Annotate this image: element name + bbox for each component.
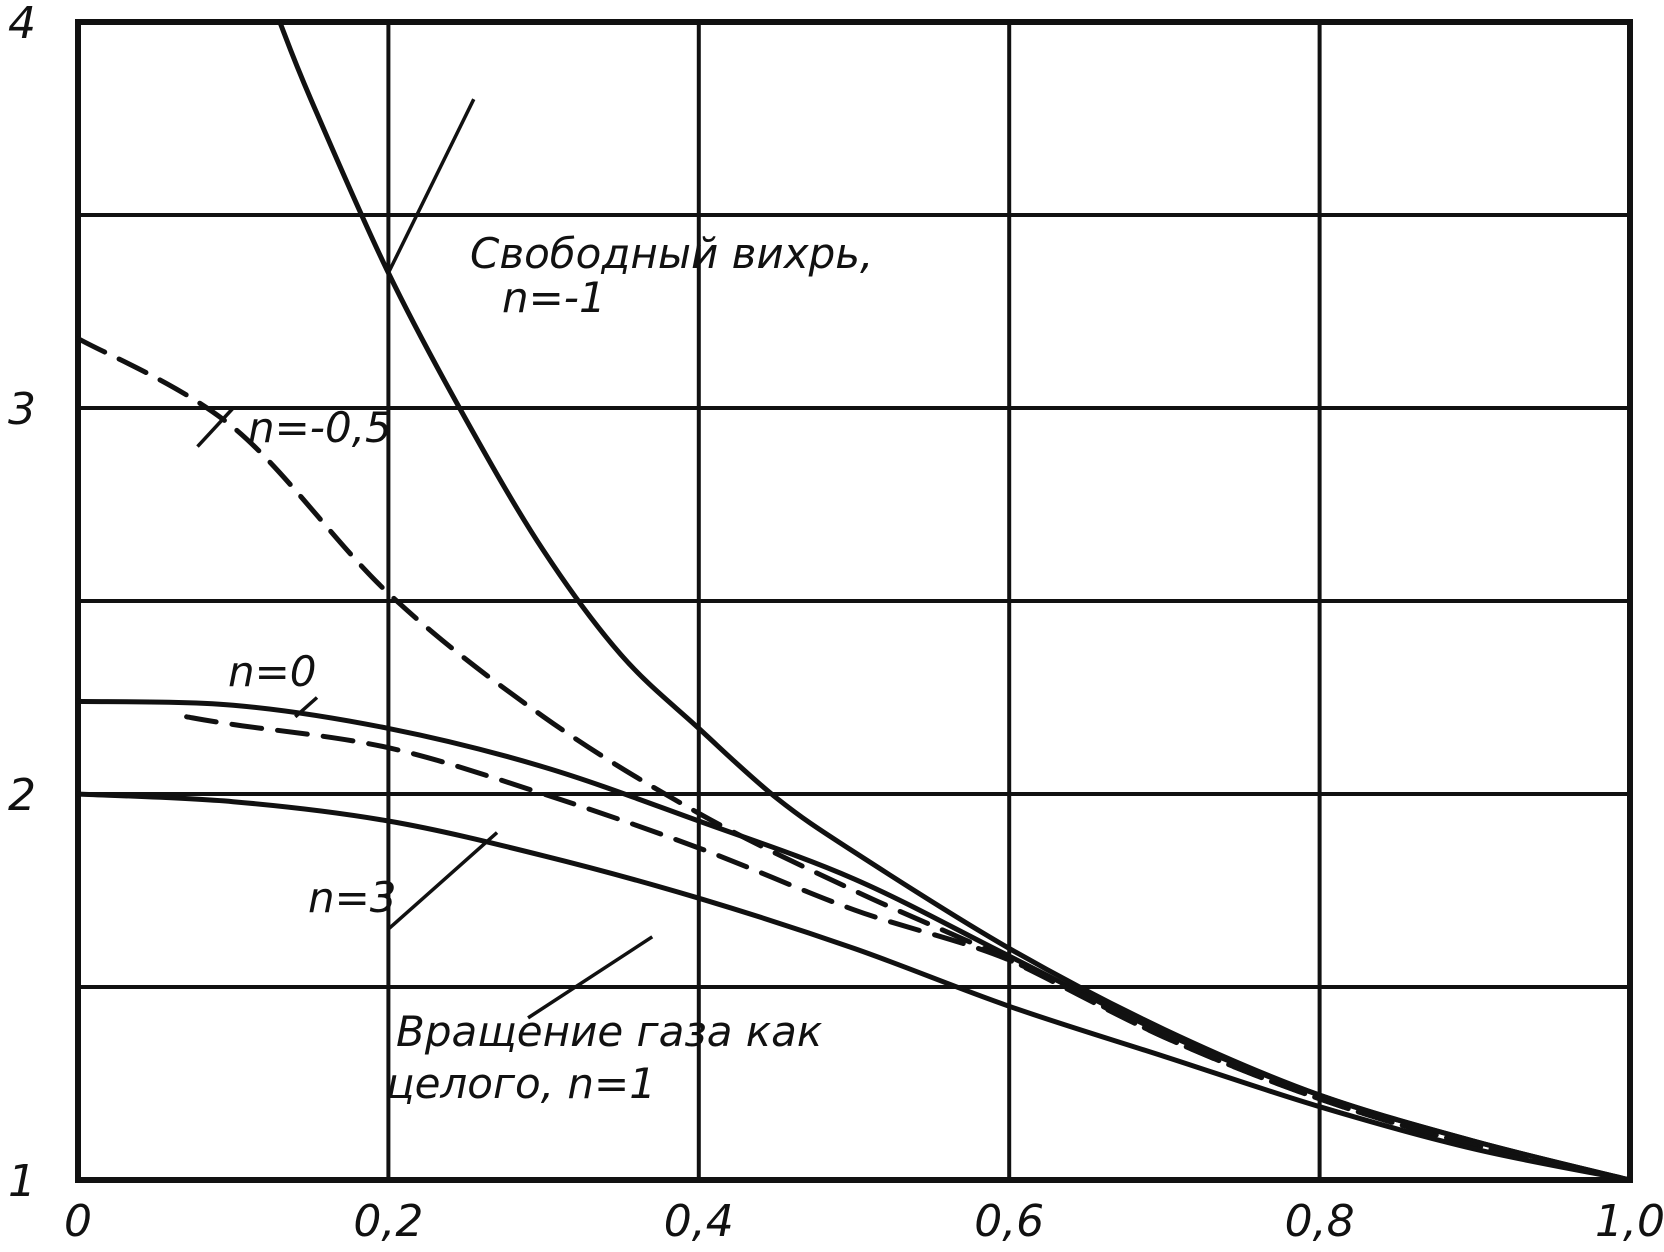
y-tick-label: 3 <box>8 384 36 435</box>
n-minus-half-leader <box>196 406 235 448</box>
x-tick-label: 0,2 <box>353 1196 423 1247</box>
y-tick-label: 4 <box>8 0 36 49</box>
plot-frame <box>75 19 1633 1183</box>
n-three-curve <box>184 714 1633 1183</box>
n-three-label: n=3 <box>308 873 397 922</box>
tick-labels: 0 0,2 0,4 0,6 0,8 1,0 1 2 3 4 <box>8 0 1664 1247</box>
n-minus-half-label: n=-0,5 <box>248 403 392 452</box>
x-tick-label: 1,0 <box>1595 1196 1664 1247</box>
n-zero-label: n=0 <box>228 647 317 696</box>
n-zero-leader <box>294 696 319 719</box>
free-vortex-label-line1: Свободный вихрь, <box>470 229 873 278</box>
x-tick-label: 0,6 <box>974 1196 1044 1247</box>
solid-rotation-label-line2: целого, n=1 <box>386 1059 656 1108</box>
x-tick-label: 0,4 <box>664 1196 734 1247</box>
solid-rotation-leader <box>527 935 654 1020</box>
solid-rotation-curve <box>75 791 1633 1183</box>
annotations: Свободный вихрь, n=-1 n=-0,5 n=0 n=3 Вра… <box>228 229 873 1108</box>
n-minus-half-curve <box>75 336 1633 1183</box>
free-vortex-leader <box>386 98 476 274</box>
y-tick-label: 1 <box>8 1156 36 1207</box>
solid-rotation-label-line1: Вращение газа как <box>396 1007 823 1056</box>
curves <box>75 19 1633 1183</box>
n-zero-curve <box>75 698 1633 1183</box>
annotation-leaders <box>196 98 654 1020</box>
x-tick-label: 0 <box>64 1196 92 1247</box>
x-tick-label: 0,8 <box>1285 1196 1355 1247</box>
n-three-leader <box>387 831 499 931</box>
y-tick-label: 2 <box>8 770 36 821</box>
grid <box>76 20 1632 1182</box>
free-vortex-label-line2: n=-1 <box>502 273 606 322</box>
